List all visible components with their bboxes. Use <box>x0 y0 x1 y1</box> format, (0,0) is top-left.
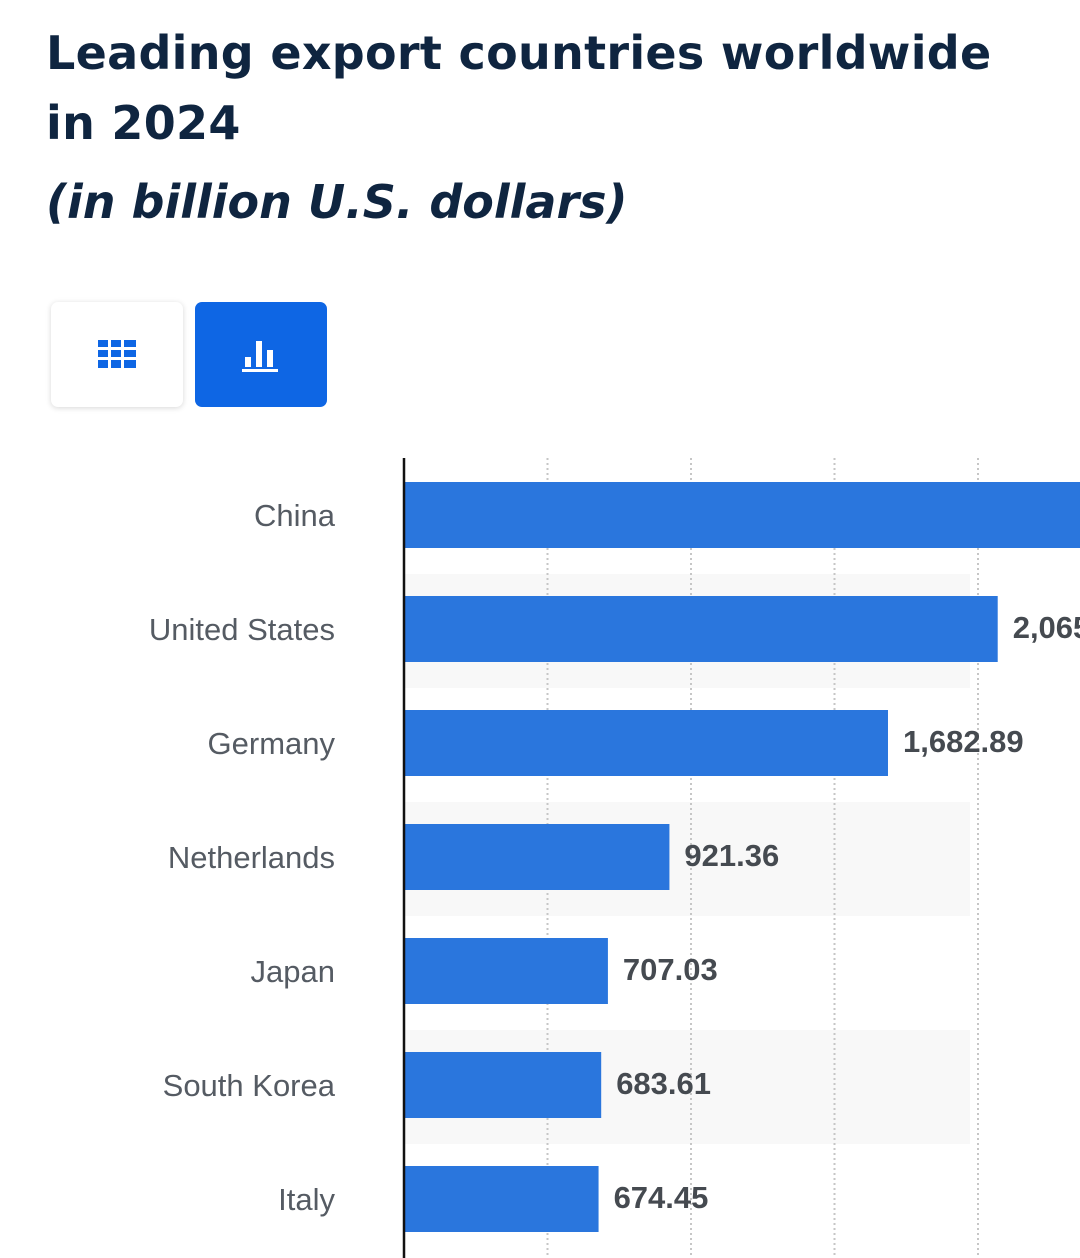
table-view-button[interactable] <box>51 302 183 407</box>
value-label: 2,065.18 <box>1013 610 1080 645</box>
category-label: South Korea <box>163 1068 336 1103</box>
chart-title: Leading export countries worldwide in 20… <box>46 26 992 150</box>
value-label: 674.45 <box>614 1180 709 1215</box>
bar-italy[interactable] <box>405 1166 599 1232</box>
category-label: China <box>254 498 336 533</box>
grid-icon <box>98 339 136 368</box>
bar-chart-icon <box>242 340 278 372</box>
value-label: 683.61 <box>616 1066 711 1101</box>
bar-china[interactable] <box>405 482 1080 548</box>
value-label: 1,682.89 <box>903 724 1024 759</box>
bar-japan[interactable] <box>405 938 608 1004</box>
bar-united-states[interactable] <box>405 596 998 662</box>
bar-netherlands[interactable] <box>405 824 670 890</box>
chart-view-button[interactable] <box>195 302 327 407</box>
category-label: United States <box>149 612 335 647</box>
category-label: Germany <box>208 726 336 761</box>
category-label: Netherlands <box>168 840 335 875</box>
chart-subtitle: (in billion U.S. dollars) <box>46 175 628 229</box>
category-label: Japan <box>251 954 335 989</box>
value-label: 921.36 <box>684 838 779 873</box>
category-label: Italy <box>278 1182 335 1217</box>
bar-south-korea[interactable] <box>405 1052 602 1118</box>
bar-germany[interactable] <box>405 710 888 776</box>
value-label: 707.03 <box>623 952 718 987</box>
